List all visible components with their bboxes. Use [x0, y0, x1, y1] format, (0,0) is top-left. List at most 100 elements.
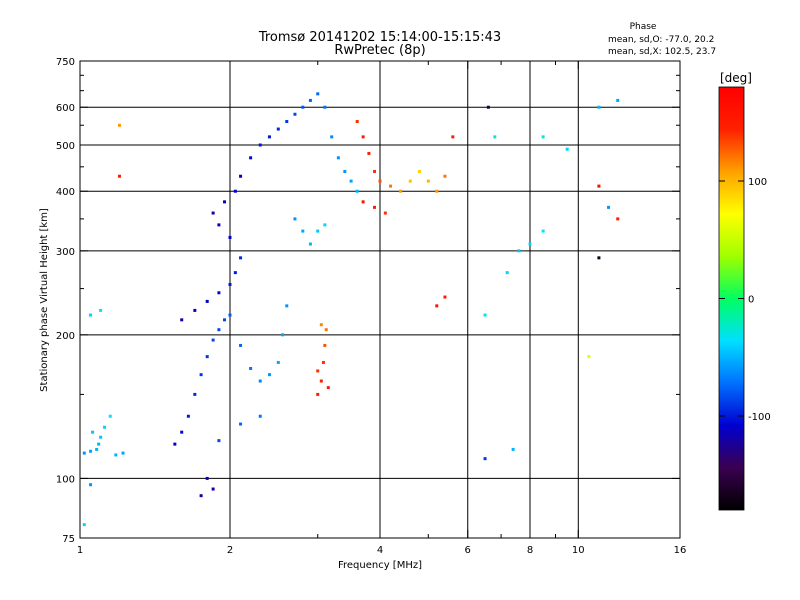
data-point — [355, 120, 359, 124]
data-point — [324, 328, 328, 332]
data-point — [114, 453, 118, 457]
colorbar: [deg] 100 0 -100 — [718, 71, 771, 511]
data-point — [343, 169, 347, 173]
data-point — [89, 449, 93, 453]
data-point — [285, 304, 289, 308]
data-point — [443, 295, 447, 299]
y-tick-label: 400 — [56, 187, 75, 198]
data-point — [541, 135, 545, 139]
x-tick-label: 8 — [527, 545, 533, 556]
data-point — [330, 135, 334, 139]
data-point — [217, 439, 221, 443]
x-tick-label: 4 — [377, 545, 383, 556]
data-point — [180, 430, 184, 434]
data-point — [597, 105, 601, 109]
data-point — [91, 430, 95, 434]
y-tick-label: 600 — [56, 103, 75, 114]
data-point — [233, 189, 237, 193]
data-point — [276, 127, 280, 131]
y-tick-labels: 75 100 200 300 400 500 600 750 — [56, 57, 75, 545]
axis-ticks — [79, 60, 681, 539]
data-point — [293, 112, 297, 116]
y-tick-label: 750 — [56, 57, 75, 68]
data-point — [417, 169, 421, 173]
y-tick-label: 300 — [56, 247, 75, 258]
data-point — [228, 282, 232, 286]
data-point — [211, 211, 215, 215]
y-tick-label: 100 — [56, 474, 75, 485]
x-tick-label: 1 — [77, 545, 83, 556]
data-point — [319, 379, 323, 383]
colorbar-tick-label: -100 — [748, 412, 771, 423]
chart-title: Tromsø 20141202 15:14:00-15:15:43 — [258, 30, 501, 45]
data-point — [99, 308, 103, 312]
data-point — [319, 323, 323, 327]
data-point — [316, 392, 320, 396]
data-point — [373, 205, 377, 209]
data-point — [361, 200, 365, 204]
data-point — [249, 156, 253, 160]
data-point — [249, 366, 253, 370]
data-point — [323, 343, 327, 347]
data-point — [217, 291, 221, 295]
data-point — [321, 360, 325, 364]
colorbar-ticks: 100 0 -100 — [719, 177, 771, 423]
data-point — [616, 217, 620, 221]
data-point — [199, 373, 203, 377]
data-point — [293, 217, 297, 221]
data-point — [239, 343, 243, 347]
data-point — [223, 318, 227, 322]
data-point — [517, 249, 521, 253]
x-tick-label: 16 — [674, 545, 687, 556]
data-point — [173, 442, 177, 446]
data-point — [367, 151, 371, 155]
data-point — [541, 229, 545, 233]
data-point — [82, 451, 86, 455]
data-point — [511, 447, 515, 451]
data-point — [308, 98, 312, 102]
data-point — [486, 105, 490, 109]
data-point — [505, 271, 509, 275]
colorbar-tick-label: 0 — [748, 295, 754, 306]
data-points — [82, 92, 620, 527]
data-point — [267, 373, 271, 377]
data-point — [228, 313, 232, 317]
data-point — [223, 200, 227, 204]
chart-subtitle: RwPretec (8p) — [334, 43, 425, 58]
data-point — [607, 205, 611, 209]
x-tick-label: 10 — [572, 545, 585, 556]
data-point — [389, 184, 393, 188]
data-point — [95, 447, 99, 451]
data-point — [258, 414, 262, 418]
x-tick-label: 6 — [465, 545, 471, 556]
data-point — [383, 211, 387, 215]
colorbar-tick-label: 100 — [748, 177, 767, 188]
data-point — [205, 476, 209, 480]
x-axis-label: Frequency [MHz] — [338, 560, 422, 571]
data-point — [361, 135, 365, 139]
y-axis-label: Stationary phase Virtual Height [km] — [39, 208, 50, 392]
data-point — [233, 271, 237, 275]
data-point — [228, 235, 232, 239]
data-point — [528, 242, 532, 246]
data-point — [258, 143, 262, 147]
data-point — [217, 223, 221, 227]
data-point — [326, 386, 330, 390]
data-point — [483, 313, 487, 317]
data-point — [258, 379, 262, 383]
data-point — [217, 328, 221, 332]
data-point — [435, 304, 439, 308]
data-point — [239, 174, 243, 178]
data-point — [97, 442, 101, 446]
data-point — [316, 229, 320, 233]
data-point — [587, 355, 591, 359]
data-point — [276, 360, 280, 364]
plot-area: 1 2 4 6 8 10 16 75 100 200 300 400 500 600 750 — [56, 57, 686, 556]
data-point — [99, 435, 103, 439]
data-point — [493, 135, 497, 139]
x-tick-labels: 1 2 4 6 8 10 16 — [77, 545, 687, 556]
colorbar-unit-label: [deg] — [720, 71, 752, 85]
data-point — [349, 179, 353, 183]
data-point — [399, 189, 403, 193]
